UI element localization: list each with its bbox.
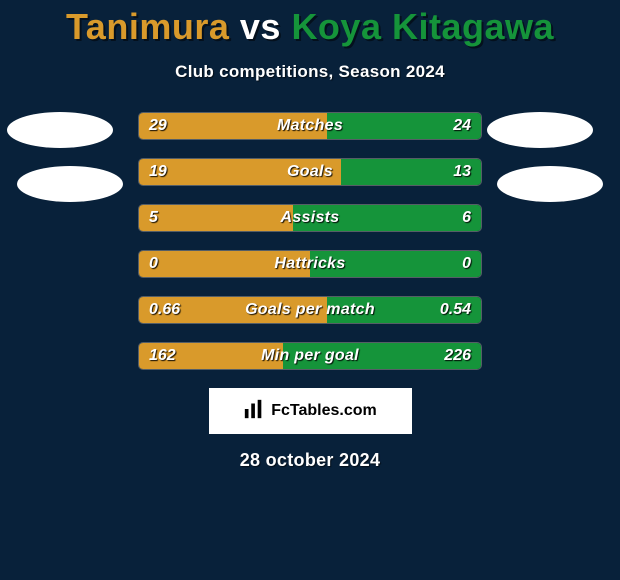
avatar-placeholder [497,166,603,202]
stat-row: 0.660.54Goals per match [138,296,482,324]
stat-row: 162226Min per goal [138,342,482,370]
page-title: Tanimura vs Koya Kitagawa [0,0,620,48]
avatar-placeholder [17,166,123,202]
stat-row: 2924Matches [138,112,482,140]
value-right: 13 [443,159,481,186]
comparison-bars: 2924Matches1913Goals56Assists00Hattricks… [0,112,620,370]
value-right: 6 [452,205,481,232]
player1-name: Tanimura [66,6,229,47]
stat-row: 56Assists [138,204,482,232]
value-right: 0.54 [430,297,481,324]
stat-row: 1913Goals [138,158,482,186]
vs-text: vs [240,6,281,47]
value-left: 5 [139,205,168,232]
subtitle: Club competitions, Season 2024 [0,62,620,82]
footer-text: FcTables.com [271,402,377,420]
stat-row: 00Hattricks [138,250,482,278]
avatar-placeholder [7,112,113,148]
value-left: 29 [139,113,177,140]
footer-badge: FcTables.com [209,388,412,434]
value-left: 19 [139,159,177,186]
value-right: 24 [443,113,481,140]
player2-name: Koya Kitagawa [291,6,554,47]
avatar-placeholder [487,112,593,148]
date-text: 28 october 2024 [0,450,620,471]
bars-icon [243,398,265,425]
value-left: 0.66 [139,297,190,324]
value-left: 162 [139,343,186,370]
value-right: 0 [452,251,481,278]
value-right: 226 [434,343,481,370]
value-left: 0 [139,251,168,278]
